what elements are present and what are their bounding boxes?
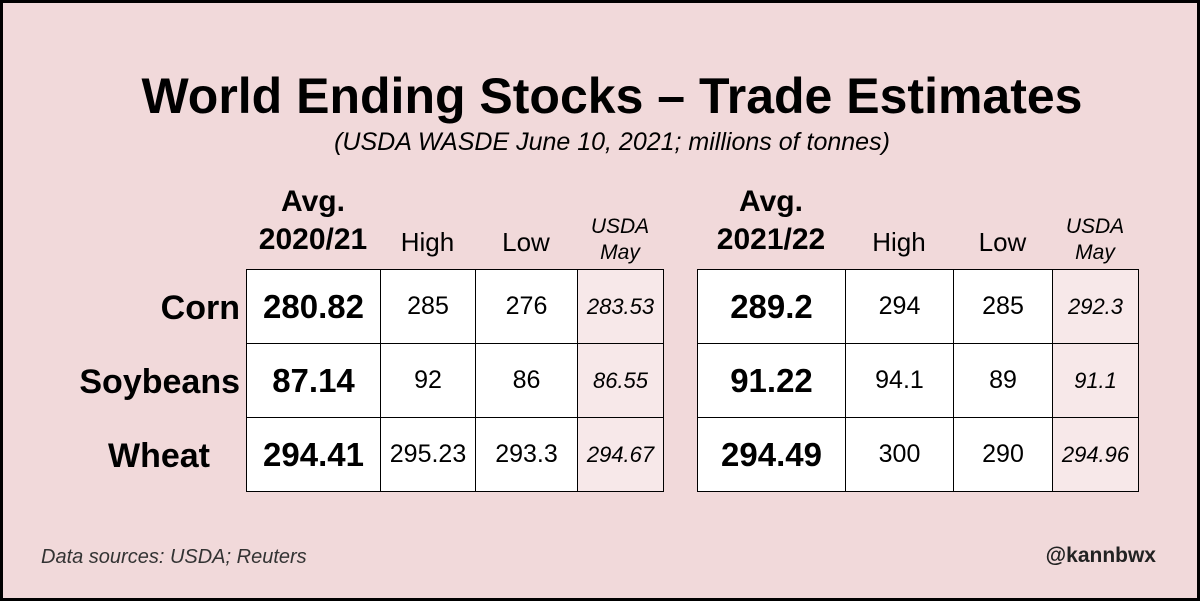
header-year-label: 2020/21 [258, 223, 368, 256]
cell-low: 293.3 [475, 417, 578, 492]
cell-high: 294 [845, 269, 954, 344]
cell-high: 285 [380, 269, 476, 344]
header-usda-may-2020-21: USDA May [577, 214, 663, 266]
cell-avg: 289.2 [697, 269, 846, 344]
header-avg-label: Avg. [281, 185, 345, 218]
cell-high: 92 [380, 343, 476, 418]
table-row: 280.82 285 276 283.53 [246, 269, 664, 344]
cell-low: 89 [953, 343, 1053, 418]
cell-high: 94.1 [845, 343, 954, 418]
header-high-2021-22: High [872, 227, 926, 257]
header-avg-2020-21: Avg. 2020/21 [246, 183, 380, 259]
header-year-label: 2021/22 [716, 223, 826, 256]
header-avg-2021-22: Avg. 2021/22 [697, 183, 845, 259]
cell-usda-may: 292.3 [1052, 269, 1139, 344]
table-row: 91.22 94.1 89 91.1 [697, 343, 1139, 418]
cell-avg: 294.49 [697, 417, 846, 492]
cell-avg: 91.22 [697, 343, 846, 418]
row-label-wheat: Wheat [108, 437, 210, 475]
author-handle: @kannbwx [1045, 544, 1156, 567]
header-usda-label: USDA [590, 215, 650, 238]
cell-usda-may: 283.53 [577, 269, 664, 344]
chart-subtitle: (USDA WASDE June 10, 2021; millions of t… [334, 128, 890, 156]
cell-high: 295.23 [380, 417, 476, 492]
cell-usda-may: 91.1 [1052, 343, 1139, 418]
table-row: 87.14 92 86 86.55 [246, 343, 664, 418]
cell-usda-may: 294.67 [577, 417, 664, 492]
cell-usda-may: 86.55 [577, 343, 664, 418]
header-low-2021-22: Low [978, 227, 1027, 257]
header-avg-label: Avg. [739, 185, 803, 218]
cell-low: 86 [475, 343, 578, 418]
table-row: 294.41 295.23 293.3 294.67 [246, 417, 664, 492]
cell-high: 300 [845, 417, 954, 492]
header-may-label: May [1075, 241, 1115, 264]
data-source-note: Data sources: USDA; Reuters [41, 546, 307, 568]
row-label-soybeans: Soybeans [79, 363, 240, 401]
header-low-2020-21: Low [502, 227, 550, 257]
table-row: 289.2 294 285 292.3 [697, 269, 1139, 344]
cell-low: 276 [475, 269, 578, 344]
stocks-table-2021-22: 289.2 294 285 292.3 91.22 94.1 89 91.1 2… [697, 269, 1139, 492]
cell-low: 290 [953, 417, 1053, 492]
chart-title: World Ending Stocks – Trade Estimates [141, 68, 1083, 124]
header-may-label: May [600, 241, 640, 264]
stocks-table-2020-21: 280.82 285 276 283.53 87.14 92 86 86.55 … [246, 269, 664, 492]
row-label-corn: Corn [160, 289, 240, 327]
header-high-2020-21: High [400, 227, 455, 257]
header-usda-may-2021-22: USDA May [1052, 214, 1138, 266]
cell-avg: 294.41 [246, 417, 381, 492]
cell-avg: 87.14 [246, 343, 381, 418]
table-row: 294.49 300 290 294.96 [697, 417, 1139, 492]
cell-low: 285 [953, 269, 1053, 344]
header-usda-label: USDA [1065, 215, 1125, 238]
cell-usda-may: 294.96 [1052, 417, 1139, 492]
cell-avg: 280.82 [246, 269, 381, 344]
